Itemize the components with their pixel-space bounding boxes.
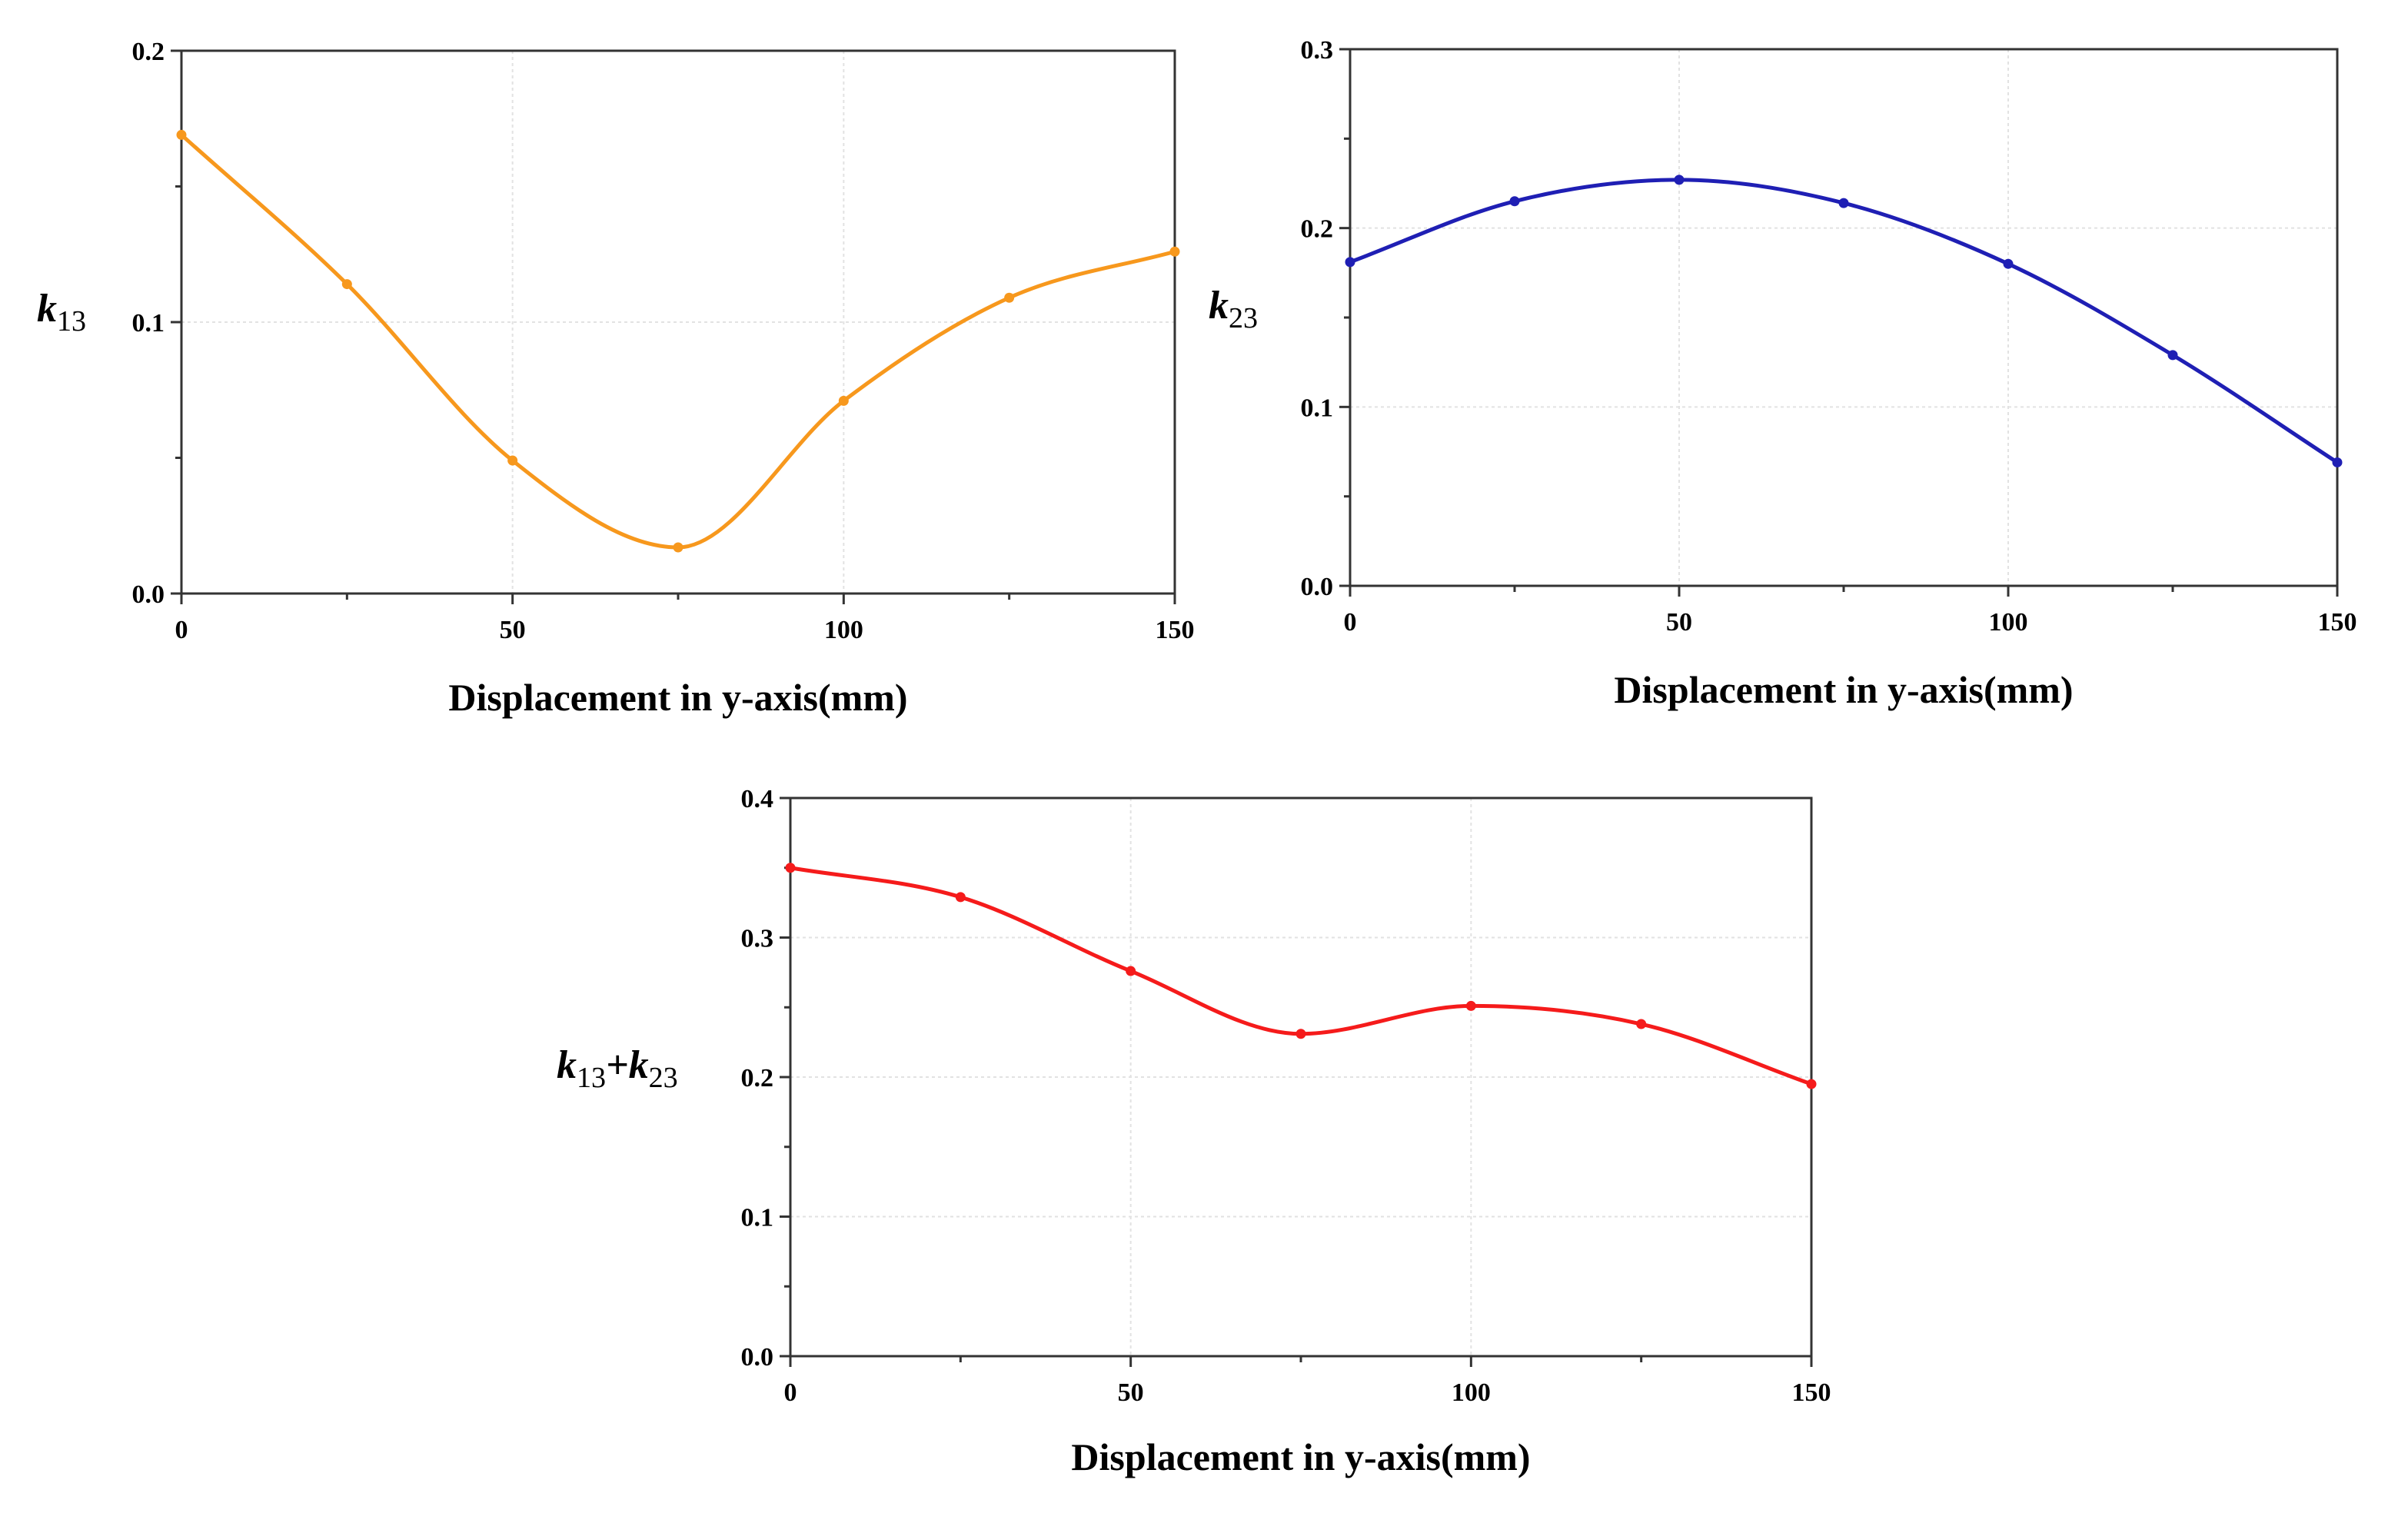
x-axis-label: Displacement in y-axis(mm)	[1071, 1435, 1530, 1478]
data-point	[1806, 1079, 1817, 1089]
series-line-layer	[788, 866, 1814, 1086]
series-line	[1348, 178, 2340, 464]
y-tick-label: 0.0	[132, 580, 165, 609]
y-tick-label: 0.3	[741, 925, 774, 953]
y-tick-label: 0.1	[741, 1204, 774, 1232]
y-axis-label-sub: 23	[1229, 302, 1258, 334]
series-line-layer	[179, 132, 1177, 550]
data-points	[1345, 175, 2343, 467]
data-point	[1465, 1000, 1476, 1011]
chart-k13-plus-k23: 0 50 100 150 0.0 0.1 0.2 0.3 0.4 Displacement in…	[557, 785, 1831, 1478]
data-point	[1345, 257, 1355, 268]
data-point	[785, 863, 796, 873]
data-point	[2003, 258, 2014, 269]
y-axis-label-plus: +	[606, 1043, 629, 1087]
grid	[181, 51, 1175, 594]
data-point	[1295, 1029, 1306, 1039]
x-tick-label: 100	[1989, 608, 2028, 637]
tick-labels: 0 50 100 150 0.0 0.1 0.2 0.3 0.4	[741, 785, 1831, 1407]
x-tick-label: 0	[1344, 608, 1357, 637]
x-tick-label: 150	[1156, 616, 1195, 644]
grid	[1350, 49, 2337, 586]
data-point	[1169, 246, 1180, 257]
data-point	[176, 129, 187, 140]
data-point	[838, 395, 849, 406]
y-axis-label: k13+k23	[557, 1043, 678, 1094]
data-point	[2167, 350, 2178, 361]
data-point	[955, 892, 966, 903]
x-tick-label: 0	[784, 1378, 797, 1407]
axis-ticks	[171, 49, 1176, 604]
y-axis-label-sub: 13	[577, 1062, 606, 1094]
data-points	[785, 863, 1817, 1089]
x-axis-label: Displacement in y-axis(mm)	[1614, 668, 2073, 711]
x-tick-label: 50	[1666, 608, 1692, 637]
data-point	[2332, 457, 2343, 467]
y-axis-label-main: k	[37, 287, 57, 331]
grid	[790, 798, 1811, 1356]
y-axis-label-sub-2: 23	[649, 1062, 678, 1094]
axis-ticks	[780, 796, 1813, 1367]
x-axis-label: Displacement in y-axis(mm)	[448, 676, 907, 719]
data-point	[1838, 198, 1849, 208]
y-tick-label: 0.0	[1301, 573, 1334, 601]
axis-ticks	[1339, 48, 2339, 597]
data-point	[1126, 966, 1136, 976]
y-tick-label: 0.4	[741, 785, 774, 813]
tick-labels: 0 50 100 150 0.0 0.1 0.2	[132, 38, 1195, 644]
x-tick-label: 150	[2318, 608, 2357, 637]
y-tick-label: 0.3	[1301, 36, 1334, 65]
data-point	[1674, 175, 1685, 185]
x-tick-label: 50	[500, 616, 526, 644]
series-line	[788, 866, 1814, 1086]
data-points	[176, 129, 1180, 553]
data-point	[673, 542, 683, 553]
data-point	[1636, 1019, 1647, 1029]
y-tick-label: 0.1	[1301, 394, 1334, 422]
y-axis-label: k23	[1209, 284, 1258, 334]
data-point	[341, 279, 352, 290]
y-axis-label-main: k	[557, 1043, 577, 1087]
y-tick-label: 0.0	[741, 1343, 774, 1372]
y-axis-label: k13	[37, 287, 86, 338]
series-line	[179, 132, 1177, 550]
y-axis-label-main: k	[1209, 284, 1229, 328]
data-point	[1509, 196, 1520, 207]
y-tick-label: 0.2	[132, 38, 165, 66]
chart-k13: 0 50 100 150 0.0 0.1 0.2 Displacement in y-axi…	[37, 38, 1195, 719]
series-line-layer	[1348, 178, 2340, 464]
data-point	[507, 455, 518, 466]
x-tick-label: 100	[824, 616, 863, 644]
y-axis-label-sub: 13	[57, 305, 86, 338]
y-tick-label: 0.2	[741, 1064, 774, 1092]
x-tick-label: 50	[1118, 1378, 1144, 1407]
x-tick-label: 0	[175, 616, 188, 644]
y-axis-label-main-2: k	[629, 1043, 649, 1087]
y-tick-label: 0.2	[1301, 215, 1334, 244]
chart-k23: 0 50 100 150 0.0 0.1 0.2 0.3 Displacement in y-…	[1209, 36, 2357, 711]
x-tick-label: 150	[1792, 1378, 1831, 1407]
data-point	[1004, 292, 1015, 303]
y-tick-label: 0.1	[132, 309, 165, 338]
x-tick-label: 100	[1452, 1378, 1491, 1407]
tick-labels: 0 50 100 150 0.0 0.1 0.2 0.3	[1301, 36, 2357, 637]
plot-frame	[1349, 48, 2339, 587]
